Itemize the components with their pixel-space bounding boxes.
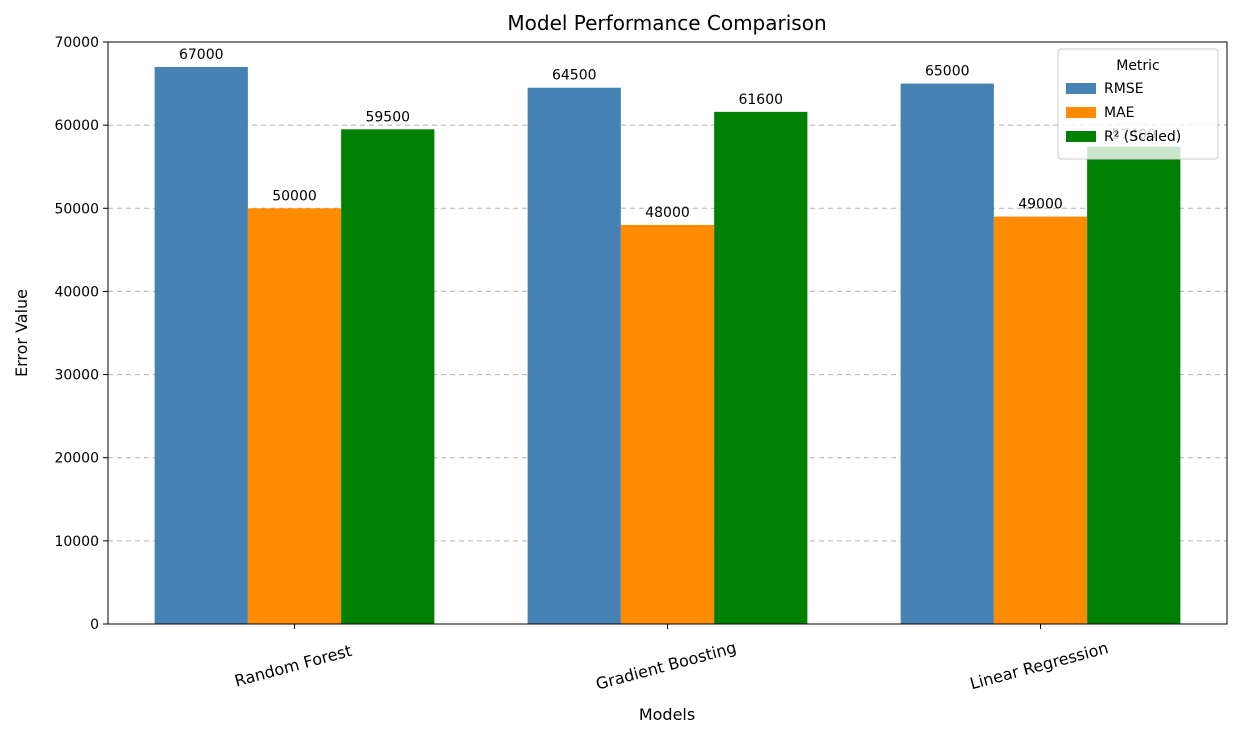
y-tick-label: 0 xyxy=(90,617,99,633)
x-tick-label: Gradient Boosting xyxy=(594,638,739,694)
bar-value-label: 64500 xyxy=(552,68,597,84)
bar-value-label: 59500 xyxy=(365,109,410,125)
bar-value-label: 48000 xyxy=(645,205,690,221)
legend-box xyxy=(1057,48,1219,160)
y-axis: 0 10000 20000 30000 40000 50000 60000 70000 xyxy=(54,35,108,633)
bar xyxy=(247,208,342,625)
y-tick-label: 40000 xyxy=(54,284,99,300)
bar xyxy=(993,216,1088,624)
legend: Metric RMSE MAE R² (Scaled) xyxy=(1057,48,1219,160)
bar xyxy=(620,224,715,624)
bar xyxy=(900,83,994,625)
x-tick-label: Linear Regression xyxy=(968,638,1110,693)
x-tick-label: Random Forest xyxy=(232,641,353,691)
legend-swatch xyxy=(1066,83,1096,94)
y-tick-label: 60000 xyxy=(54,118,99,134)
chart-title: Model Performance Comparison xyxy=(507,11,826,35)
bar-labels: 67000 50000 59500 64500 48000 61600 65000 49000… xyxy=(179,47,1156,221)
bar-value-label: 61600 xyxy=(738,92,783,108)
y-tick-label: 50000 xyxy=(54,201,99,217)
legend-title: Metric xyxy=(1116,58,1160,74)
legend-entry: MAE xyxy=(1104,105,1135,121)
bar-value-label: 67000 xyxy=(179,47,224,63)
legend-entry: RMSE xyxy=(1104,81,1144,97)
bar-value-label: 65000 xyxy=(925,64,970,80)
legend-entry: R² (Scaled) xyxy=(1104,129,1181,145)
x-axis-label: Models xyxy=(639,705,695,724)
bar xyxy=(527,87,621,624)
y-tick-label: 10000 xyxy=(54,534,99,550)
bars xyxy=(154,66,1181,625)
x-axis: Random Forest Gradient Boosting Linear Reg… xyxy=(232,624,1110,694)
y-tick-label: 70000 xyxy=(54,35,99,51)
bar-value-label: 49000 xyxy=(1018,197,1063,213)
bar xyxy=(154,66,248,624)
bar-value-label: 50000 xyxy=(272,188,317,204)
bar xyxy=(1087,146,1181,624)
y-axis-label: Error Value xyxy=(12,289,31,377)
legend-swatch xyxy=(1066,131,1096,142)
y-tick-label: 30000 xyxy=(54,368,99,384)
legend-swatch xyxy=(1066,107,1096,118)
y-tick-label: 20000 xyxy=(54,451,99,467)
bar xyxy=(341,129,435,625)
legend-items: RMSE MAE R² (Scaled) xyxy=(1066,81,1181,145)
bar xyxy=(714,111,808,625)
